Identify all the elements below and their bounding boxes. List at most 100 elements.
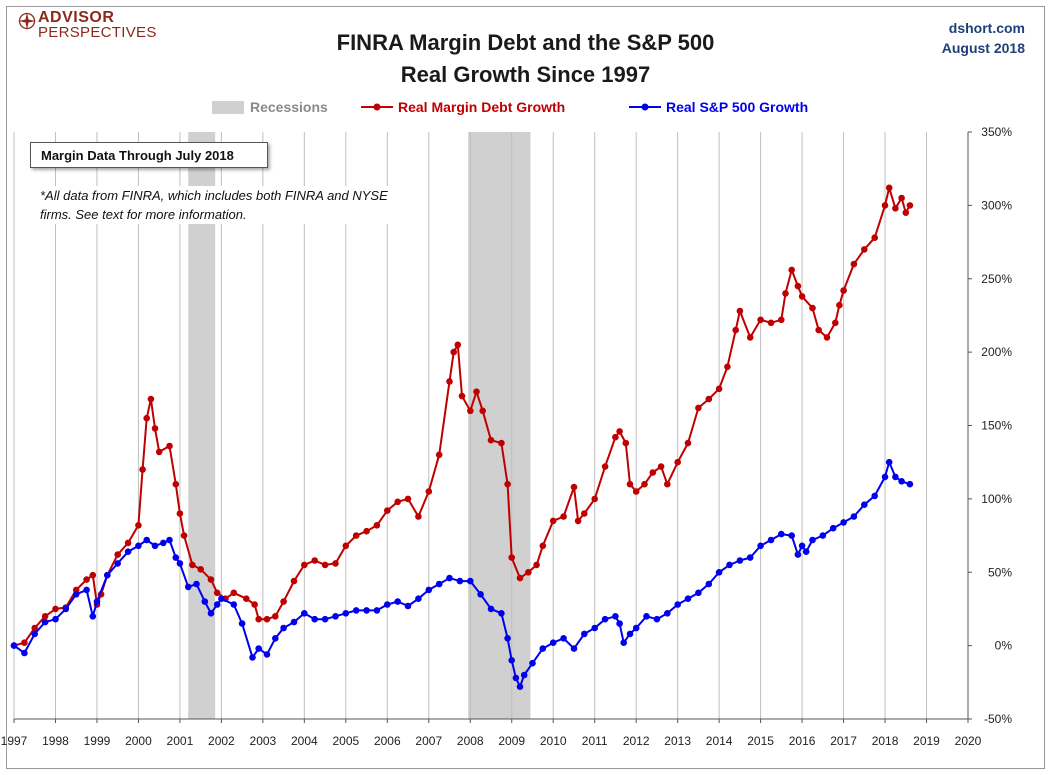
margin-debt-point (301, 561, 308, 569)
margin-debt-point (715, 385, 723, 393)
margin-debt-point (263, 615, 271, 623)
date-label: August 2018 (941, 40, 1025, 56)
margin-debt-point (664, 480, 671, 488)
sp500-point (736, 557, 744, 564)
margin-debt-point (840, 287, 847, 294)
margin-debt-point (251, 601, 258, 608)
margin-debt-point (632, 488, 640, 495)
sp500-point (520, 671, 528, 679)
sp500-point (363, 607, 370, 614)
sp500-point (425, 586, 433, 594)
sp500-point (311, 615, 319, 623)
sp500-point (89, 613, 97, 620)
sp500-point (798, 542, 806, 550)
sp500-point (616, 620, 623, 627)
margin-debt-point (732, 326, 739, 334)
sp500-point (829, 524, 837, 532)
margin-debt-point (622, 439, 630, 447)
sp500-point (10, 642, 18, 649)
margin-debt-point (166, 442, 173, 450)
margin-debt-point (581, 510, 588, 517)
sp500-point (255, 645, 262, 652)
sp500-point (809, 536, 816, 544)
sp500-point (290, 618, 298, 626)
sp500-point (176, 560, 184, 567)
margin-debt-point (850, 260, 858, 268)
legend-label-margin: Real Margin Debt Growth (398, 99, 566, 115)
legend-item-recessions: Recessions (212, 96, 328, 118)
sp500-point (498, 610, 505, 617)
margin-debt-point (684, 439, 692, 447)
compass-star-icon (18, 12, 36, 30)
sp500-line (13, 461, 911, 688)
sp500-point (213, 601, 221, 608)
margin-debt-point (454, 341, 462, 349)
data-source-note: *All data from FINRA, which includes bot… (40, 186, 400, 224)
margin-debt-point (533, 561, 540, 569)
sp500-point (612, 613, 619, 620)
sp500-point (83, 586, 90, 594)
sp500-point (135, 542, 142, 550)
sp500-point (394, 598, 402, 605)
legend-item-sp500: Real S&P 500 Growth (628, 96, 808, 118)
sp500-point (620, 639, 627, 646)
margin-debt-point (332, 560, 339, 567)
margin-debt-point (124, 539, 132, 547)
sp500-point (301, 610, 308, 617)
margin-debt-point (626, 480, 634, 488)
sp500-point (201, 598, 209, 605)
x-tick-label: 2006 (374, 734, 401, 748)
margin-debt-point (832, 319, 839, 327)
x-tick-label: 2012 (623, 734, 650, 748)
margin-debt-point (479, 407, 487, 415)
x-tick-label: 2015 (747, 734, 774, 748)
margin-debt-point (31, 624, 38, 632)
margin-debt-point (290, 577, 298, 585)
margin-debt-point (384, 507, 391, 514)
sp500-point (263, 651, 271, 658)
margin-debt-point (649, 469, 657, 476)
margin-debt-point (363, 527, 370, 535)
margin-debt-point (415, 513, 422, 520)
sp500-point (794, 551, 802, 558)
margin-debt-point (836, 301, 843, 309)
x-tick-label: 2008 (457, 734, 484, 748)
sp500-point (871, 492, 878, 500)
margin-debt-point (782, 290, 789, 297)
sp500-point (218, 595, 225, 602)
margin-debt-point (243, 595, 250, 602)
margin-line-swatch (361, 103, 393, 111)
sp500-point (114, 560, 121, 567)
sp500-point (726, 561, 733, 569)
margin-debt-point (508, 554, 515, 561)
margin-debt-point (898, 194, 905, 202)
margin-debt-point (280, 598, 287, 605)
sp500-point (467, 577, 474, 585)
margin-debt-point (767, 319, 775, 327)
sp500-point (52, 615, 59, 623)
x-tick-label: 2000 (125, 734, 152, 748)
margin-debt-point (516, 574, 524, 582)
margin-data-label: Margin Data Through July 2018 (30, 142, 268, 168)
margin-debt-point (404, 495, 412, 503)
sp500-point (549, 639, 557, 646)
sp500-point (332, 613, 339, 620)
sp500-point (850, 513, 858, 520)
margin-debt-point (616, 428, 623, 435)
margin-debt-point (641, 480, 648, 488)
sp500-point (93, 598, 101, 605)
x-tick-label: 2014 (706, 734, 733, 748)
sp500-point (898, 478, 905, 485)
sp500-point (788, 532, 795, 539)
sp500-point (705, 580, 713, 588)
sp500-point (151, 542, 159, 550)
x-tick-label: 2020 (955, 734, 982, 748)
margin-debt-point (189, 561, 196, 569)
sp500-point (767, 536, 775, 544)
margin-debt-point (352, 532, 360, 539)
margin-debt-point (574, 517, 582, 525)
sp500-point (280, 624, 287, 632)
margin-debt-point (342, 542, 350, 550)
margin-debt-point (230, 589, 238, 597)
margin-debt-point (450, 348, 458, 356)
